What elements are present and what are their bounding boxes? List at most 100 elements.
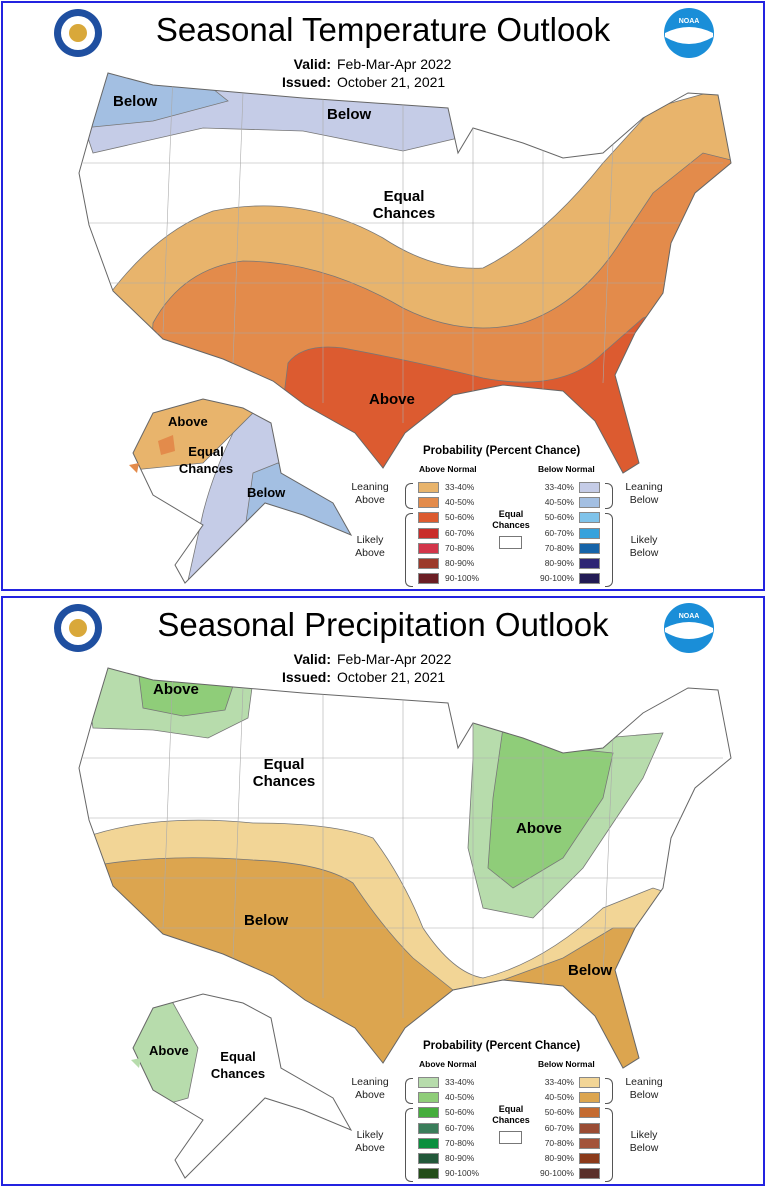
legend-range-below: 33-40% xyxy=(544,1077,574,1087)
legend-below-header: Below Normal xyxy=(538,464,595,474)
map-title: Seasonal Temperature Outlook xyxy=(155,11,611,48)
seal-icon xyxy=(54,9,102,57)
legend-swatch-above xyxy=(418,573,439,585)
legend-leaning-above: Leaning Above xyxy=(351,1076,389,1101)
region-label-ak-se: Below xyxy=(247,485,286,500)
legend-swatch-below xyxy=(579,527,600,539)
region-label-ak-west: Above xyxy=(149,1043,189,1058)
legend-range-above: 60-70% xyxy=(445,1122,475,1133)
legend-range-below: 60-70% xyxy=(544,1122,574,1133)
svg-text:NOAA: NOAA xyxy=(679,613,700,620)
legend-swatch-below xyxy=(579,1092,600,1104)
legend-likely-below: Likely Below xyxy=(629,1129,659,1154)
legend-equal-chances: Equal Chances xyxy=(492,509,530,530)
valid-period: Valid: Feb-Mar-Apr 2022 xyxy=(293,56,452,72)
region-label-center: Equal Chances xyxy=(372,188,436,222)
legend-swatch-above xyxy=(418,1077,439,1088)
legend-range-below: 40-50% xyxy=(544,497,574,508)
legend-range-below: 50-60% xyxy=(544,1107,574,1118)
legend-range-above: 80-90% xyxy=(445,1153,475,1163)
legend-range-below: 33-40% xyxy=(544,482,574,492)
legend-swatch-above xyxy=(418,512,439,524)
legend-range-below: 50-60% xyxy=(544,512,574,523)
region-label-north: Below xyxy=(327,106,372,123)
legend-swatch-above xyxy=(418,1137,439,1149)
legend-title: Probability (Percent Chance) xyxy=(423,445,581,457)
valid-period: Valid: Feb-Mar-Apr 2022 xyxy=(293,651,452,667)
region-label-ak-west: Above xyxy=(168,414,208,429)
legend-range-above: 33-40% xyxy=(445,482,475,492)
legend-brace xyxy=(405,1078,413,1104)
legend-swatch-above xyxy=(418,1122,439,1134)
legend-range-above: 50-60% xyxy=(445,1107,475,1118)
legend-swatch-above xyxy=(418,527,439,539)
legend-swatch-above xyxy=(418,1153,439,1164)
legend-range-below: 90-100% xyxy=(539,573,574,584)
precipitation-map: NOAA xyxy=(54,603,732,1179)
legend-range-below: 80-90% xyxy=(544,558,574,568)
legend-range-above: 90-100% xyxy=(445,1168,480,1179)
legend-swatch-below xyxy=(579,1077,600,1088)
legend-range-above: 80-90% xyxy=(445,558,475,568)
region-label-center: Equal Chances xyxy=(252,756,316,790)
region-label-southeast: Below xyxy=(568,962,613,979)
legend-swatch-below xyxy=(579,1107,600,1119)
legend-swatch-equal xyxy=(499,1131,522,1144)
legend-swatch-below xyxy=(579,1122,600,1134)
temperature-map: NOAA xyxy=(54,8,732,584)
legend-swatch-above xyxy=(418,558,439,569)
region-label-ak-mid: Equal Chances xyxy=(210,1049,266,1081)
legend-swatch-below xyxy=(579,558,600,569)
noaa-logo-icon: NOAA xyxy=(664,8,714,58)
legend-swatch-below xyxy=(579,482,600,493)
region-label-nw: Below xyxy=(113,93,158,110)
legend-leaning-below: Leaning Below xyxy=(625,1076,663,1101)
region-label-south: Above xyxy=(369,391,415,408)
legend-leaning-above: Leaning Above xyxy=(351,481,389,506)
legend-swatch-above xyxy=(418,482,439,493)
legend-range-above: 40-50% xyxy=(445,1092,475,1103)
svg-text:NOAA: NOAA xyxy=(679,18,700,25)
legend-swatch-above xyxy=(418,1092,439,1104)
region-label-southwest: Below xyxy=(244,912,289,929)
noaa-logo-icon: NOAA xyxy=(664,603,714,653)
issued-date: Issued: October 21, 2021 xyxy=(281,74,446,90)
probability-legend: Probability (Percent Chance) Above Normal… xyxy=(343,443,673,593)
legend-swatch-below xyxy=(579,542,600,554)
legend-range-below: 70-80% xyxy=(544,542,574,553)
legend-brace xyxy=(605,1078,613,1104)
legend-brace xyxy=(605,513,613,587)
region-label-nw: Above xyxy=(153,681,199,698)
region-label-lakes: Above xyxy=(516,820,562,837)
legend-swatch-below xyxy=(579,1168,600,1180)
temperature-outlook-panel: NOAA Seasonal Temperature Outlook Valid:… xyxy=(1,1,765,591)
legend-leaning-below: Leaning Below xyxy=(625,481,663,506)
legend-range-above: 50-60% xyxy=(445,512,475,523)
state-borders xyxy=(83,73,723,423)
legend-likely-below: Likely Below xyxy=(629,534,659,559)
legend-range-above: 60-70% xyxy=(445,527,475,538)
map-title: Seasonal Precipitation Outlook xyxy=(157,606,609,643)
legend-above-header: Above Normal xyxy=(419,1059,477,1069)
legend-swatch-below xyxy=(579,512,600,524)
legend-swatch-above xyxy=(418,542,439,554)
state-borders xyxy=(83,668,723,1018)
legend-above-header: Above Normal xyxy=(419,464,477,474)
region-label-ak-mid: Equal Chances xyxy=(178,444,234,476)
legend-below-header: Below Normal xyxy=(538,1059,595,1069)
legend-range-below: 60-70% xyxy=(544,527,574,538)
issued-date: Issued: October 21, 2021 xyxy=(281,669,446,685)
seal-icon xyxy=(54,604,102,652)
legend-brace xyxy=(405,1108,413,1182)
legend-swatch-below xyxy=(579,497,600,509)
legend-range-above: 90-100% xyxy=(445,573,480,584)
legend-brace xyxy=(605,483,613,509)
legend-equal-chances: Equal Chances xyxy=(492,1104,530,1125)
legend-swatch-below xyxy=(579,573,600,585)
legend-swatch-above xyxy=(418,1107,439,1119)
legend-range-below: 70-80% xyxy=(544,1137,574,1148)
legend-likely-above: Likely Above xyxy=(355,534,385,559)
legend-range-below: 40-50% xyxy=(544,1092,574,1103)
legend-range-above: 70-80% xyxy=(445,542,475,553)
legend-range-above: 40-50% xyxy=(445,497,475,508)
